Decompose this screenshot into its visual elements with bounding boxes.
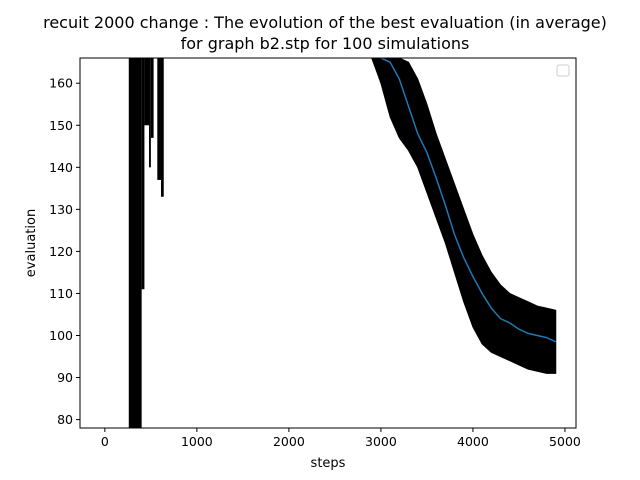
y-tick-label: 140 xyxy=(49,160,73,175)
early-variance-band xyxy=(144,58,150,126)
chart-subtitle: for graph b2.stp for 100 simulations xyxy=(181,34,470,53)
legend-box xyxy=(556,64,570,77)
plot-area xyxy=(128,58,557,428)
chart-title: recuit 2000 change : The evolution of th… xyxy=(43,13,607,32)
early-variance-band xyxy=(149,58,151,168)
y-tick-label: 150 xyxy=(49,118,73,133)
early-variance-band xyxy=(157,58,161,180)
x-tick-label: 2000 xyxy=(273,434,305,449)
x-axis-label: steps xyxy=(311,456,346,471)
x-tick-label: 5000 xyxy=(549,434,581,449)
early-variance-band xyxy=(141,58,145,290)
mean-line xyxy=(380,58,557,343)
std-band xyxy=(344,58,557,374)
axes-frame xyxy=(79,57,577,429)
y-tick-label: 160 xyxy=(49,76,73,91)
y-tick-label: 110 xyxy=(49,286,73,301)
early-variance-band xyxy=(150,58,154,138)
x-axis: 0 1000 2000 3000 4000 5000 xyxy=(101,428,581,449)
y-tick-label: 100 xyxy=(49,328,73,343)
x-tick-label: 0 xyxy=(101,434,109,449)
y-tick-label: 130 xyxy=(49,202,73,217)
x-tick-label: 4000 xyxy=(457,434,489,449)
y-tick-label: 90 xyxy=(57,370,73,385)
x-tick-label: 3000 xyxy=(365,434,397,449)
y-axis-label: evaluation xyxy=(24,209,39,277)
y-tick-label: 120 xyxy=(49,244,73,259)
y-axis: 80 90 100 110 120 130 140 150 160 xyxy=(49,76,80,427)
early-variance-band xyxy=(128,58,142,428)
x-tick-label: 1000 xyxy=(181,434,213,449)
early-variance-band xyxy=(160,58,164,197)
y-tick-label: 80 xyxy=(57,412,73,427)
